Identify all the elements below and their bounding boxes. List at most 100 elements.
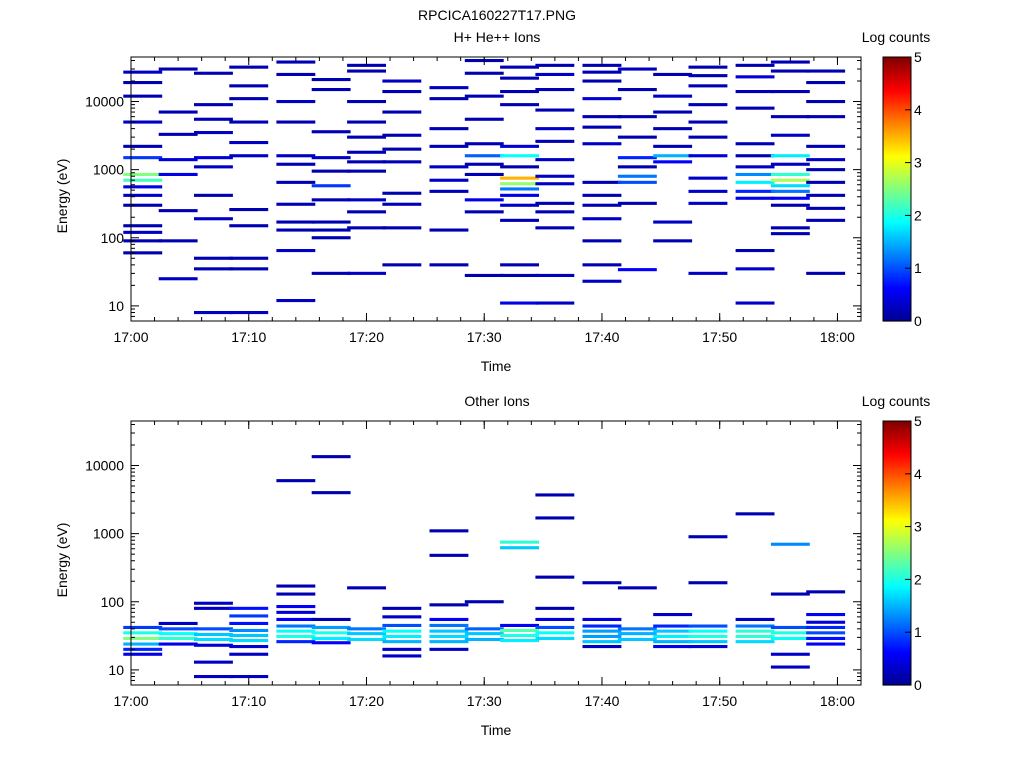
heatmap-cell: [582, 581, 622, 585]
heatmap-cell: [735, 90, 775, 94]
heatmap-cell: [229, 628, 269, 632]
heatmap-cell: [158, 67, 198, 71]
heatmap-cell: [582, 193, 622, 197]
heatmap-cell: [229, 154, 269, 158]
colorbar-step: [883, 579, 911, 583]
heatmap-cell: [582, 217, 622, 221]
heatmap-cell: [194, 643, 233, 647]
heatmap-cell: [582, 142, 622, 146]
heatmap-cell: [500, 633, 539, 637]
colorbar-step: [883, 632, 911, 635]
colorbar-step: [883, 294, 911, 298]
heatmap-cell: [276, 202, 316, 206]
colorbar-step: [883, 537, 911, 541]
colorbar-step: [883, 427, 911, 431]
heatmap-cell: [770, 133, 810, 137]
heatmap-cell: [429, 617, 469, 621]
colorbar-step: [883, 566, 911, 569]
heatmap-cell: [382, 160, 422, 164]
heatmap-cell: [770, 172, 810, 176]
colorbar-step: [883, 175, 911, 179]
y-tick-label: 10: [108, 662, 124, 678]
heatmap-cell: [806, 631, 846, 635]
x-tick-label: 17:00: [113, 693, 148, 709]
heatmap-cell: [770, 652, 810, 656]
colorbar-step: [883, 674, 911, 677]
heatmap-cell: [229, 120, 269, 124]
colorbar-step: [883, 140, 911, 144]
colorbar-step: [883, 85, 911, 89]
colorbar-step: [883, 649, 911, 653]
colorbar-step: [883, 151, 911, 155]
colorbar-frame: [882, 56, 912, 322]
heatmap-cell: [429, 629, 469, 633]
heatmap-cell: [276, 120, 316, 124]
heatmap-cell: [276, 220, 316, 224]
heatmap-cell: [276, 249, 316, 253]
heatmap-cell: [500, 182, 539, 186]
heatmap-cell: [735, 154, 775, 158]
colorbar-step: [883, 564, 911, 567]
heatmap-cell: [500, 144, 539, 148]
heatmap-cell: [311, 455, 351, 459]
heatmap-cell: [535, 606, 575, 610]
panel-h-he-ions: H+ He++ Ions Log counts Time Energy (eV)…: [54, 29, 930, 374]
colorbar-step: [883, 202, 911, 205]
colorbar-step: [883, 621, 911, 624]
heatmap-cell: [229, 267, 269, 271]
heatmap-cell: [653, 160, 693, 164]
colorbar-step: [883, 528, 911, 532]
heatmap-cell: [582, 70, 622, 74]
colorbar-step: [883, 471, 911, 475]
heatmap-cell: [311, 617, 351, 621]
heatmap-cell: [464, 117, 504, 121]
colorbar-step: [883, 555, 911, 558]
heatmap-cell: [429, 263, 469, 267]
x-tick-label: 17:30: [467, 693, 502, 709]
heatmap-cell: [806, 180, 846, 184]
heatmap-cell: [535, 201, 575, 205]
colorbar-step: [883, 277, 911, 280]
colorbar-step: [883, 266, 911, 269]
colorbar-step: [883, 575, 911, 578]
heatmap-cell: [276, 479, 316, 483]
colorbar-step: [883, 667, 911, 671]
colorbar-step: [883, 504, 911, 508]
heatmap-cell: [429, 165, 469, 169]
heatmap-cell: [806, 193, 846, 197]
heatmap-cell: [617, 174, 657, 178]
colorbar-step: [883, 619, 911, 622]
heatmap-cell: [806, 100, 846, 104]
colorbar-step: [883, 608, 911, 611]
colorbar-step: [883, 136, 911, 139]
colorbar-step: [883, 498, 911, 501]
heatmap-cell: [617, 115, 657, 119]
heatmap-cell: [688, 103, 728, 107]
heatmap-cell: [688, 640, 728, 644]
colorbar-step: [883, 460, 911, 464]
heatmap-cell: [500, 273, 539, 277]
heatmap-cell: [500, 540, 539, 544]
colorbar-step: [883, 658, 911, 662]
heatmap-cell: [770, 154, 810, 158]
colorbar-step: [883, 281, 911, 285]
heatmap-cell: [582, 279, 622, 283]
colorbar-step: [883, 572, 911, 576]
colorbar-step: [883, 539, 911, 543]
heatmap-cell: [311, 641, 351, 645]
heatmap-cell: [229, 97, 269, 101]
colorbar-step: [883, 107, 911, 111]
figure-title: RPCICA160227T17.PNG: [418, 7, 576, 23]
heatmap-cell: [311, 491, 351, 495]
heatmap-cell: [382, 640, 422, 644]
heatmap-cell: [500, 203, 539, 207]
heatmap-cell: [617, 201, 657, 205]
heatmap-cell: [194, 165, 233, 169]
heatmap-cell: [464, 94, 504, 98]
heatmap-cell: [229, 141, 269, 145]
colorbar-step: [883, 592, 911, 596]
colorbar-step: [883, 81, 911, 84]
colorbar-step: [883, 462, 911, 466]
heatmap-cell: [429, 189, 469, 193]
